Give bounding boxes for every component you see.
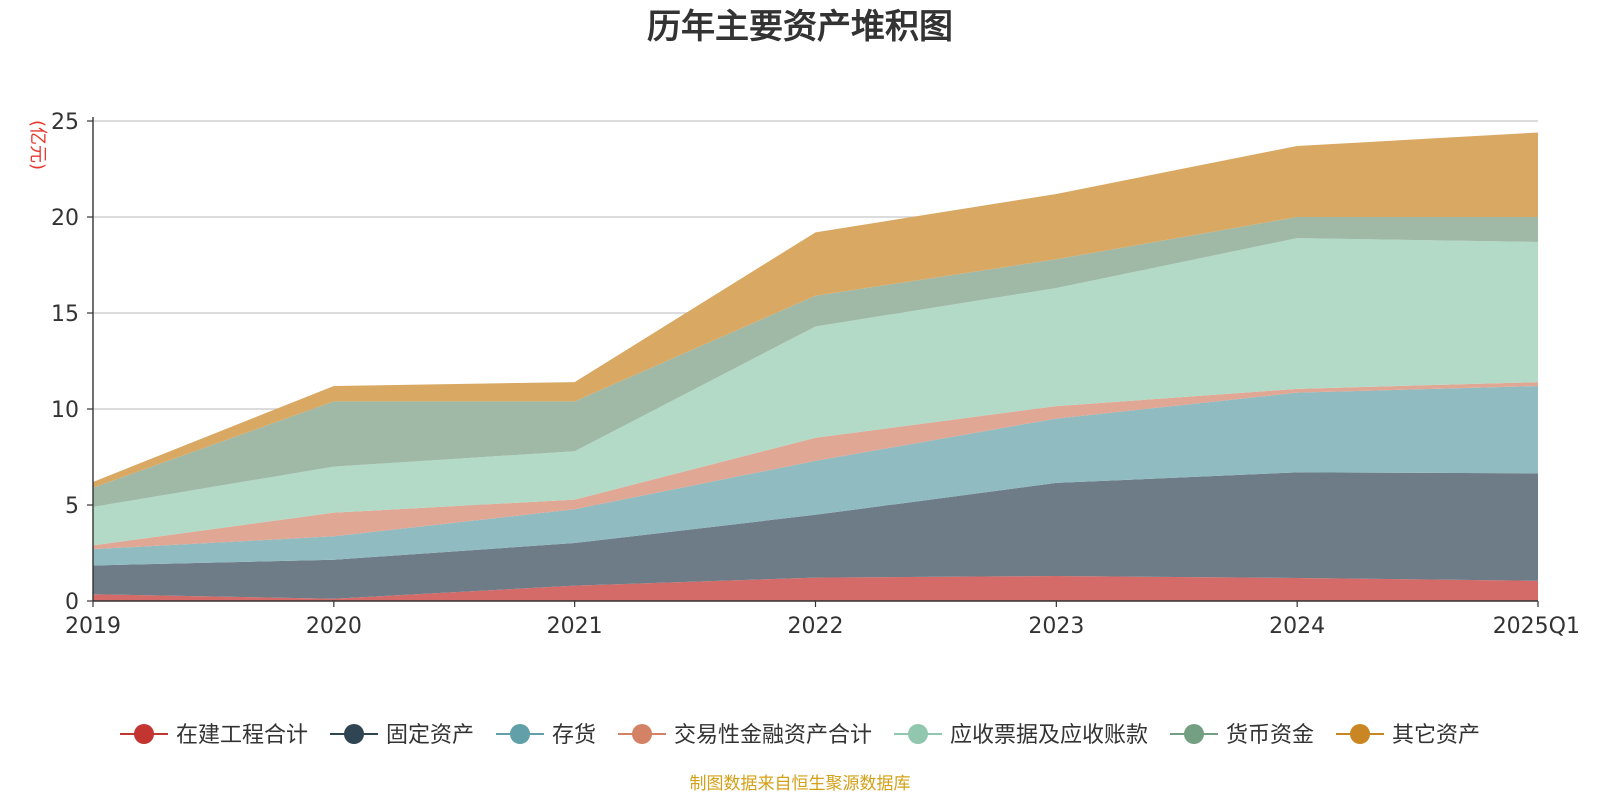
- area-series-2[interactable]: [93, 385, 1538, 566]
- legend-label: 货币资金: [1226, 723, 1314, 748]
- legend[interactable]: 在建工程合计 固定资产 存货 交易性金融资产合计 应收票据及应收账款 货币资金 其它资产: [120, 723, 1480, 748]
- x-tick-label: 2020: [306, 614, 362, 639]
- legend-item-1[interactable]: 固定资产: [330, 723, 474, 748]
- area-series-4[interactable]: [93, 238, 1538, 546]
- x-tick-label: 2021: [547, 614, 603, 639]
- legend-item-3[interactable]: 交易性金融资产合计: [618, 723, 872, 748]
- chart-title: 历年主要资产堆积图: [647, 7, 953, 47]
- legend-label: 存货: [552, 723, 596, 748]
- y-tick-label: 20: [51, 206, 79, 231]
- legend-item-6[interactable]: 其它资产: [1336, 723, 1480, 748]
- legend-marker-icon: [1350, 724, 1370, 744]
- y-tick-label: 25: [51, 110, 79, 135]
- area-layer: [93, 132, 1538, 601]
- x-tick-label: 2022: [788, 614, 844, 639]
- legend-marker-icon: [510, 724, 530, 744]
- area-series-6[interactable]: [93, 132, 1538, 488]
- legend-label: 在建工程合计: [176, 723, 308, 748]
- legend-marker-icon: [908, 724, 928, 744]
- legend-marker-icon: [632, 724, 652, 744]
- y-tick-label: 5: [65, 494, 79, 519]
- legend-item-0[interactable]: 在建工程合计: [120, 723, 308, 748]
- legend-marker-icon: [1184, 724, 1204, 744]
- legend-label: 其它资产: [1392, 723, 1480, 748]
- legend-label: 应收票据及应收账款: [950, 723, 1148, 748]
- legend-marker-icon: [344, 724, 364, 744]
- data-source-note: 制图数据来自恒生聚源数据库: [690, 774, 911, 794]
- area-series-0[interactable]: [93, 576, 1538, 601]
- legend-label: 交易性金融资产合计: [674, 723, 872, 748]
- x-tick-label: 2023: [1028, 614, 1084, 639]
- area-series-3[interactable]: [93, 382, 1538, 550]
- area-series-1[interactable]: [93, 472, 1538, 599]
- y-axis-unit-label: (亿元): [27, 120, 48, 170]
- legend-item-2[interactable]: 存货: [496, 723, 596, 748]
- axis-layer: 0 5 10 15 20 25 2019 2020 2021 2022 2023 2024 2025Q1: [51, 110, 1580, 639]
- y-tick-label: 0: [65, 590, 79, 615]
- legend-marker-icon: [134, 724, 154, 744]
- legend-label: 固定资产: [386, 723, 474, 748]
- y-tick-label: 15: [51, 302, 79, 327]
- legend-item-5[interactable]: 货币资金: [1170, 723, 1314, 748]
- y-tick-label: 10: [51, 398, 79, 423]
- x-tick-label: 2025Q1: [1493, 614, 1580, 639]
- area-series-5[interactable]: [93, 217, 1538, 507]
- x-tick-label: 2024: [1269, 614, 1325, 639]
- x-tick-label: 2019: [65, 614, 121, 639]
- legend-item-4[interactable]: 应收票据及应收账款: [894, 723, 1148, 748]
